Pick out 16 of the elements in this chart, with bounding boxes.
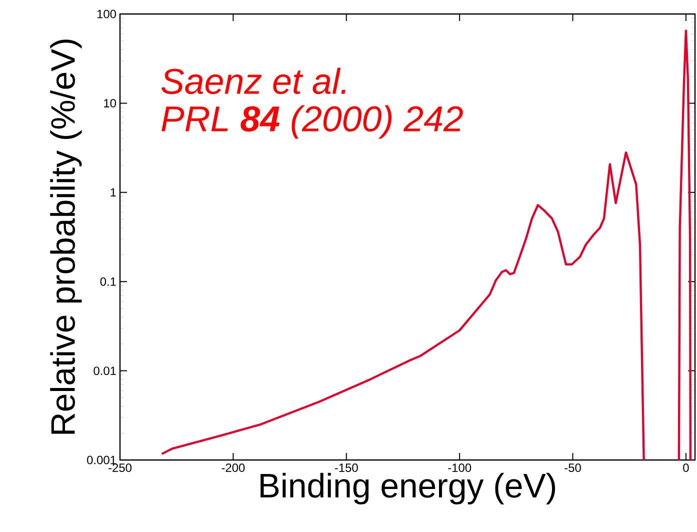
x-tick-label: -200 — [222, 464, 245, 472]
y-tick-label: 0.001 — [87, 456, 116, 464]
x-tick-label: -100 — [448, 464, 472, 472]
x-tick-label: -50 — [564, 464, 581, 472]
y-tick-label: 1 — [110, 188, 116, 197]
x-tick-label: -250 — [108, 464, 132, 472]
annotation: PRL 84 (2000) 242 — [162, 105, 463, 139]
x-tick-label: -150 — [334, 464, 358, 472]
y-tick-label: 100 — [97, 10, 116, 18]
y-tick-label: 10 — [104, 98, 116, 108]
y-axis-title: Relative probability (%/eV) — [50, 40, 82, 434]
y-tick-label: 0.1 — [100, 277, 116, 286]
y-tick-label: 0.01 — [94, 366, 116, 376]
x-tick-label: 0 — [683, 464, 689, 472]
x-axis-title: Binding energy (eV) — [260, 472, 556, 504]
annotation: Saenz et al. — [161, 68, 346, 94]
